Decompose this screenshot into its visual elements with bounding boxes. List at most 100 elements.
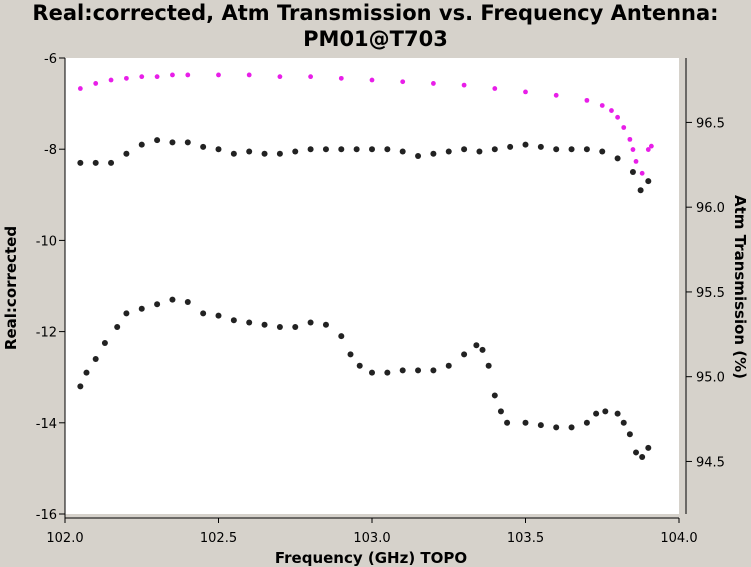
data-point bbox=[620, 419, 627, 426]
data-point bbox=[537, 143, 544, 150]
atm-transmission-point bbox=[645, 147, 651, 152]
data-point bbox=[593, 410, 600, 417]
atm-transmission-point bbox=[216, 72, 221, 78]
y2-tick-label: 95.0 bbox=[696, 371, 725, 386]
atm-transmission-point bbox=[400, 79, 406, 85]
data-point bbox=[200, 310, 207, 317]
data-point bbox=[338, 146, 345, 153]
data-point bbox=[338, 333, 345, 340]
data-point bbox=[215, 312, 222, 319]
data-point bbox=[583, 146, 590, 153]
x-tick-label: 103.5 bbox=[507, 531, 544, 546]
atm-transmission-point bbox=[77, 86, 83, 91]
data-point bbox=[633, 449, 640, 456]
x-tick-label: 104.0 bbox=[660, 531, 697, 546]
y2-tick-label: 96.0 bbox=[696, 201, 725, 216]
x-tick-label: 102.5 bbox=[200, 531, 237, 546]
data-point bbox=[491, 392, 498, 399]
chart-title: Real:corrected, Atm Transmission vs. Fre… bbox=[0, 0, 751, 52]
data-point bbox=[369, 369, 375, 376]
atm-transmission-point bbox=[627, 136, 633, 142]
data-point bbox=[497, 408, 504, 415]
data-point bbox=[369, 146, 375, 153]
atm-transmission-point bbox=[553, 92, 559, 98]
y2-axis-title: Atm Transmission (%) bbox=[731, 195, 749, 379]
data-point bbox=[430, 367, 437, 374]
data-point bbox=[461, 351, 468, 358]
data-point bbox=[83, 369, 90, 376]
data-point bbox=[614, 410, 621, 417]
data-point bbox=[261, 321, 268, 328]
data-point bbox=[108, 159, 115, 166]
data-point bbox=[384, 146, 391, 153]
atm-transmission-point bbox=[609, 108, 614, 113]
data-point bbox=[123, 310, 130, 317]
data-point bbox=[154, 137, 161, 144]
atm-transmission-point bbox=[621, 125, 627, 130]
data-point bbox=[583, 419, 590, 426]
atm-transmission-point bbox=[431, 81, 436, 86]
atm-transmission-point bbox=[599, 103, 605, 108]
y-tick-label: -12 bbox=[36, 326, 57, 341]
data-point bbox=[479, 346, 486, 353]
y2-tick-label: 94.5 bbox=[696, 455, 725, 470]
data-point bbox=[276, 150, 283, 157]
data-point bbox=[491, 146, 498, 153]
data-point bbox=[347, 351, 354, 358]
y-tick-label: -8 bbox=[44, 143, 57, 158]
data-point bbox=[169, 139, 176, 146]
data-point bbox=[138, 305, 145, 312]
data-point bbox=[292, 148, 299, 155]
data-point bbox=[568, 424, 575, 431]
atm-transmission-point bbox=[246, 72, 252, 78]
data-point bbox=[445, 362, 452, 369]
data-point bbox=[629, 169, 636, 175]
atm-transmission-point bbox=[277, 74, 283, 80]
data-point bbox=[169, 296, 176, 303]
data-point bbox=[599, 148, 606, 155]
y-axis-ticks: -6 -8 -10 -12 -14 -16 bbox=[36, 52, 65, 523]
atm-transmission-point bbox=[584, 97, 590, 103]
x-axis-title: Frequency (GHz) TOPO bbox=[275, 549, 467, 567]
data-point bbox=[473, 342, 480, 349]
data-point bbox=[504, 419, 511, 426]
data-point bbox=[123, 150, 130, 157]
data-point bbox=[553, 424, 560, 431]
x-tick-label: 103.0 bbox=[353, 531, 390, 546]
data-point bbox=[322, 146, 329, 153]
chart-title-line-2: PM01@T703 bbox=[303, 27, 448, 51]
data-point bbox=[399, 367, 406, 374]
atm-transmission-point bbox=[492, 86, 498, 91]
data-point bbox=[445, 148, 452, 155]
data-point bbox=[138, 141, 145, 148]
x-axis-ticks: 102.0 102.5 103.0 103.5 104.0 bbox=[46, 518, 698, 546]
atm-transmission-point bbox=[108, 77, 114, 83]
x-tick-label: 102.0 bbox=[46, 531, 83, 546]
data-point bbox=[602, 408, 609, 415]
data-point bbox=[614, 155, 621, 162]
data-series bbox=[77, 72, 654, 460]
data-point bbox=[92, 355, 99, 362]
atm-transmission-point bbox=[185, 72, 191, 78]
data-point bbox=[184, 139, 191, 146]
y-tick-label: -6 bbox=[44, 52, 57, 67]
data-point bbox=[485, 362, 492, 369]
series-2 bbox=[77, 296, 652, 460]
data-point bbox=[645, 444, 652, 451]
y2-axis-ticks: 96.5 96.0 95.5 95.0 94.5 bbox=[686, 116, 725, 470]
atm-transmission-point bbox=[630, 147, 636, 152]
data-point bbox=[246, 148, 253, 155]
atm-transmission-point bbox=[154, 74, 160, 80]
plot-area bbox=[65, 58, 679, 514]
data-point bbox=[476, 148, 483, 155]
data-point bbox=[292, 324, 299, 331]
y-tick-label: -14 bbox=[36, 417, 57, 432]
data-point bbox=[261, 150, 268, 157]
data-point bbox=[639, 454, 646, 460]
data-point bbox=[415, 153, 422, 160]
data-point bbox=[507, 143, 514, 150]
data-point bbox=[230, 150, 237, 157]
data-point bbox=[522, 141, 529, 148]
data-point bbox=[384, 369, 391, 376]
atm-transmission-point bbox=[369, 77, 375, 83]
